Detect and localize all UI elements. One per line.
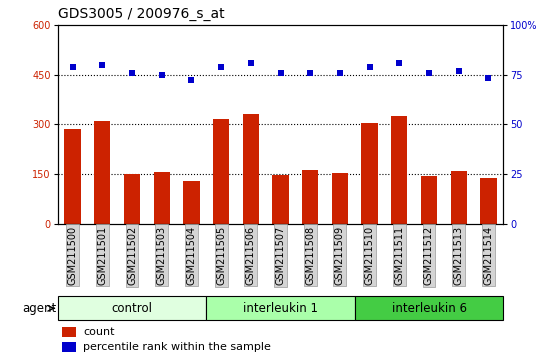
Point (246, 60, 255, 65)
Text: control: control (112, 302, 152, 315)
Bar (480, 178, 497, 224)
Point (187, 78, 196, 83)
Text: GSM211505: GSM211505 (216, 226, 226, 285)
Text: GSM211503: GSM211503 (157, 226, 167, 285)
Bar (391, 116, 408, 224)
Bar (332, 173, 348, 224)
Bar (153, 172, 170, 224)
Bar (272, 175, 289, 224)
Bar (58, 296, 206, 320)
Point (68, 64, 77, 69)
Text: GSM211510: GSM211510 (365, 226, 375, 285)
Text: GSM211514: GSM211514 (483, 226, 493, 285)
Bar (450, 171, 467, 224)
Text: GSM211502: GSM211502 (127, 226, 137, 285)
Bar (361, 122, 378, 224)
Bar (206, 296, 355, 320)
Point (365, 64, 374, 69)
Bar (421, 176, 437, 224)
Point (425, 70, 433, 75)
Text: GDS3005 / 200976_s_at: GDS3005 / 200976_s_at (58, 7, 224, 21)
Bar (94, 121, 111, 224)
Text: GSM211513: GSM211513 (454, 226, 464, 285)
Point (484, 76, 493, 81)
Text: GSM211511: GSM211511 (394, 226, 404, 285)
Text: count: count (83, 327, 114, 337)
Bar (62, 327, 76, 337)
Bar (62, 342, 76, 353)
Text: GSM211506: GSM211506 (246, 226, 256, 285)
Point (128, 70, 136, 75)
Point (336, 70, 344, 75)
Text: GSM211504: GSM211504 (186, 226, 196, 285)
Point (217, 64, 226, 69)
Text: GSM211512: GSM211512 (424, 226, 434, 285)
Bar (183, 181, 200, 224)
Bar (124, 174, 140, 224)
Text: GSM211500: GSM211500 (68, 226, 78, 285)
Text: GSM211509: GSM211509 (335, 226, 345, 285)
Text: GSM211501: GSM211501 (97, 226, 107, 285)
Text: agent: agent (22, 302, 56, 315)
Text: interleukin 1: interleukin 1 (243, 302, 318, 315)
Text: percentile rank within the sample: percentile rank within the sample (83, 342, 271, 352)
Bar (213, 119, 229, 224)
Point (98, 62, 107, 67)
Point (276, 70, 285, 75)
Bar (243, 114, 259, 224)
Point (395, 60, 404, 65)
Bar (64, 129, 81, 224)
Text: GSM211508: GSM211508 (305, 226, 315, 285)
Point (306, 70, 315, 75)
Bar (302, 170, 318, 224)
Text: GSM211507: GSM211507 (276, 226, 285, 285)
Text: interleukin 6: interleukin 6 (392, 302, 466, 315)
Bar (355, 296, 503, 320)
Point (454, 68, 463, 73)
Point (157, 72, 166, 78)
